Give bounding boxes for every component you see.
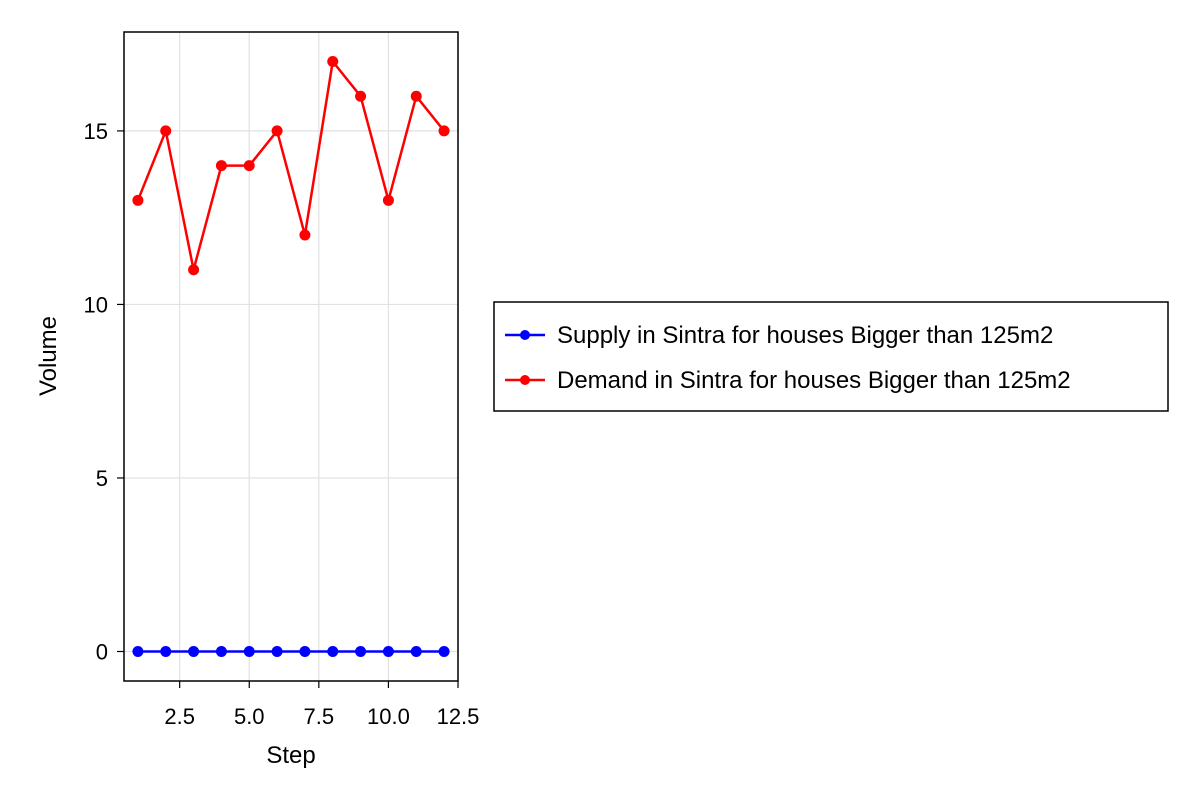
legend: Supply in Sintra for houses Bigger than … bbox=[493, 301, 1169, 412]
data-point-supply bbox=[132, 646, 144, 657]
data-point-supply bbox=[327, 646, 339, 657]
legend-swatch-supply-marker bbox=[520, 330, 530, 340]
data-point-demand bbox=[160, 125, 172, 137]
data-point-supply bbox=[188, 646, 200, 657]
series-line-demand bbox=[136, 60, 446, 271]
legend-frame bbox=[493, 301, 1169, 412]
data-point-demand bbox=[132, 194, 144, 206]
x-axis: 2.5 5.0 7.5 10.0 12.5 bbox=[164, 681, 479, 729]
y-tick-label: 10 bbox=[84, 292, 108, 317]
y-tick-label: 15 bbox=[84, 119, 108, 144]
data-point-supply bbox=[438, 646, 450, 657]
legend-label-demand: Demand in Sintra for houses Bigger than … bbox=[557, 367, 1071, 394]
data-point-supply bbox=[271, 646, 283, 657]
y-axis: 0 5 10 15 bbox=[84, 119, 124, 665]
data-point-demand bbox=[410, 90, 422, 102]
y-tick-label: 0 bbox=[96, 640, 108, 665]
legend-label-supply: Supply in Sintra for houses Bigger than … bbox=[557, 322, 1053, 349]
plot-frame bbox=[123, 31, 459, 682]
x-tick-label: 5.0 bbox=[234, 704, 265, 729]
data-point-supply bbox=[215, 646, 227, 657]
data-point-demand bbox=[299, 229, 311, 241]
x-tick-label: 12.5 bbox=[437, 704, 480, 729]
x-tick-label: 7.5 bbox=[304, 704, 335, 729]
data-point-supply bbox=[382, 646, 394, 657]
data-point-supply bbox=[355, 646, 367, 657]
data-point-demand bbox=[215, 160, 227, 172]
series-layer bbox=[132, 56, 450, 657]
data-point-demand bbox=[382, 194, 394, 206]
data-point-supply bbox=[160, 646, 172, 657]
y-axis-label: Volume bbox=[35, 316, 62, 396]
data-point-demand bbox=[355, 90, 367, 102]
x-axis-label: Step bbox=[266, 742, 315, 769]
data-point-demand bbox=[243, 160, 255, 172]
legend-item-supply: Supply in Sintra for houses Bigger than … bbox=[505, 322, 1053, 349]
data-point-supply bbox=[243, 646, 255, 657]
x-tick-label: 2.5 bbox=[164, 704, 195, 729]
data-point-demand bbox=[271, 125, 283, 137]
y-tick-label: 5 bbox=[96, 466, 108, 491]
legend-swatch-demand-marker bbox=[520, 375, 530, 385]
data-point-supply bbox=[410, 646, 422, 657]
data-point-supply bbox=[299, 646, 311, 657]
data-point-demand bbox=[188, 264, 200, 276]
data-point-demand bbox=[327, 56, 339, 67]
legend-item-demand: Demand in Sintra for houses Bigger than … bbox=[505, 367, 1071, 394]
data-point-demand bbox=[438, 125, 450, 137]
x-tick-label: 10.0 bbox=[367, 704, 410, 729]
